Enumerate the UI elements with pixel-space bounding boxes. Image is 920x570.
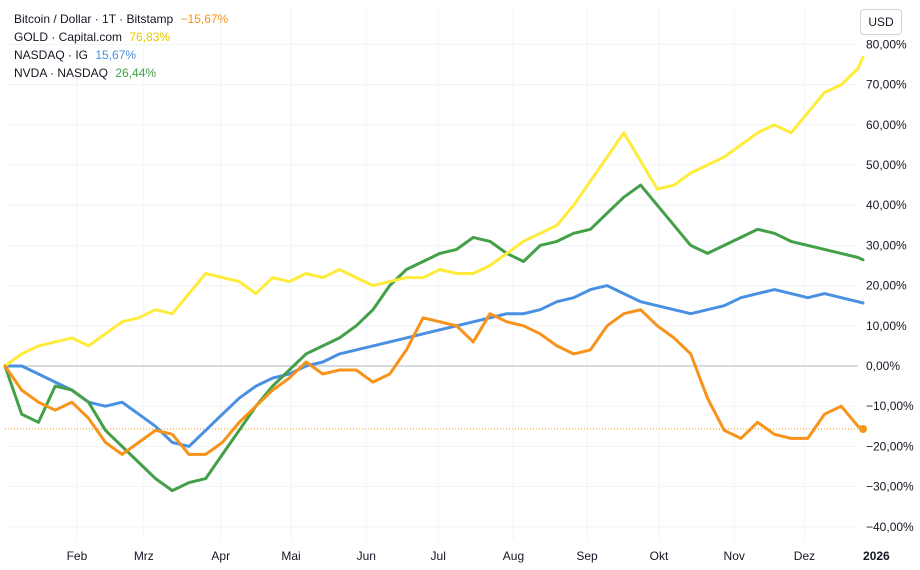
legend-row-nvda[interactable]: NVDA · NASDAQ 26,44% <box>14 64 228 82</box>
series-line-nvda <box>3 183 865 493</box>
x-tick-label: Nov <box>724 549 745 563</box>
y-tick-label: 50,00% <box>866 158 907 172</box>
x-tick-label: Apr <box>211 549 230 563</box>
x-tick-label: Mrz <box>134 549 154 563</box>
series-endpoint-bitcoin <box>859 424 868 433</box>
legend-value-gold: 76,83% <box>129 30 171 44</box>
legend-row-gold[interactable]: GOLD · Capital.com 76,83% <box>14 28 228 46</box>
legend-value-nasdaq: 15,67% <box>95 48 137 62</box>
legend-row-bitcoin[interactable]: Bitcoin / Dollar · 1T · Bitstamp −15,67% <box>14 10 228 28</box>
legend-row-nasdaq[interactable]: NASDAQ · IG 15,67% <box>14 46 228 64</box>
y-tick-label: 40,00% <box>866 198 907 212</box>
x-tick-label: 2026 <box>863 549 890 563</box>
y-axis: 80,00% 70,00% 60,00% 50,00% 40,00% 30,00% 20,0… <box>866 37 914 533</box>
x-tick-label: Mai <box>281 549 300 563</box>
y-tick-label: 20,00% <box>866 279 907 293</box>
y-tick-label: −20,00% <box>866 439 914 453</box>
x-axis: Feb Mrz Apr Mai Jun Jul Aug Sep Okt Nov Dez 2026 <box>67 549 890 563</box>
y-tick-label: 10,00% <box>866 319 907 333</box>
series-lines <box>3 55 868 493</box>
y-tick-label: 30,00% <box>866 238 907 252</box>
x-tick-label: Jun <box>357 549 376 563</box>
series-line-nasdaq <box>3 284 865 448</box>
legend-label-nvda: NVDA · NASDAQ <box>14 66 109 80</box>
y-tick-label: 80,00% <box>866 37 907 51</box>
x-tick-label: Sep <box>576 549 598 563</box>
y-tick-label: −30,00% <box>866 480 914 494</box>
x-tick-label: Feb <box>67 549 88 563</box>
x-tick-label: Dez <box>794 549 815 563</box>
legend-label-gold: GOLD · Capital.com <box>14 30 123 44</box>
y-tick-label: −40,00% <box>866 520 914 534</box>
legend-label-nasdaq: NASDAQ · IG <box>14 48 89 62</box>
y-tick-label: 0,00% <box>866 359 900 373</box>
legend-value-bitcoin: −15,67% <box>180 12 229 26</box>
legend-label-bitcoin: Bitcoin / Dollar · 1T · Bitstamp <box>14 12 174 26</box>
y-tick-label: −10,00% <box>866 399 914 413</box>
y-tick-label: 70,00% <box>866 78 907 92</box>
x-tick-label: Jul <box>431 549 446 563</box>
grid <box>5 8 858 540</box>
legend: Bitcoin / Dollar · 1T · Bitstamp −15,67%… <box>14 10 228 82</box>
y-tick-label: 60,00% <box>866 118 907 132</box>
legend-value-nvda: 26,44% <box>115 66 157 80</box>
currency-button[interactable]: USD <box>860 9 902 35</box>
series-line-gold <box>3 55 865 368</box>
series-line-bitcoin <box>3 308 865 456</box>
x-tick-label: Okt <box>650 549 669 563</box>
x-tick-label: Aug <box>503 549 524 563</box>
